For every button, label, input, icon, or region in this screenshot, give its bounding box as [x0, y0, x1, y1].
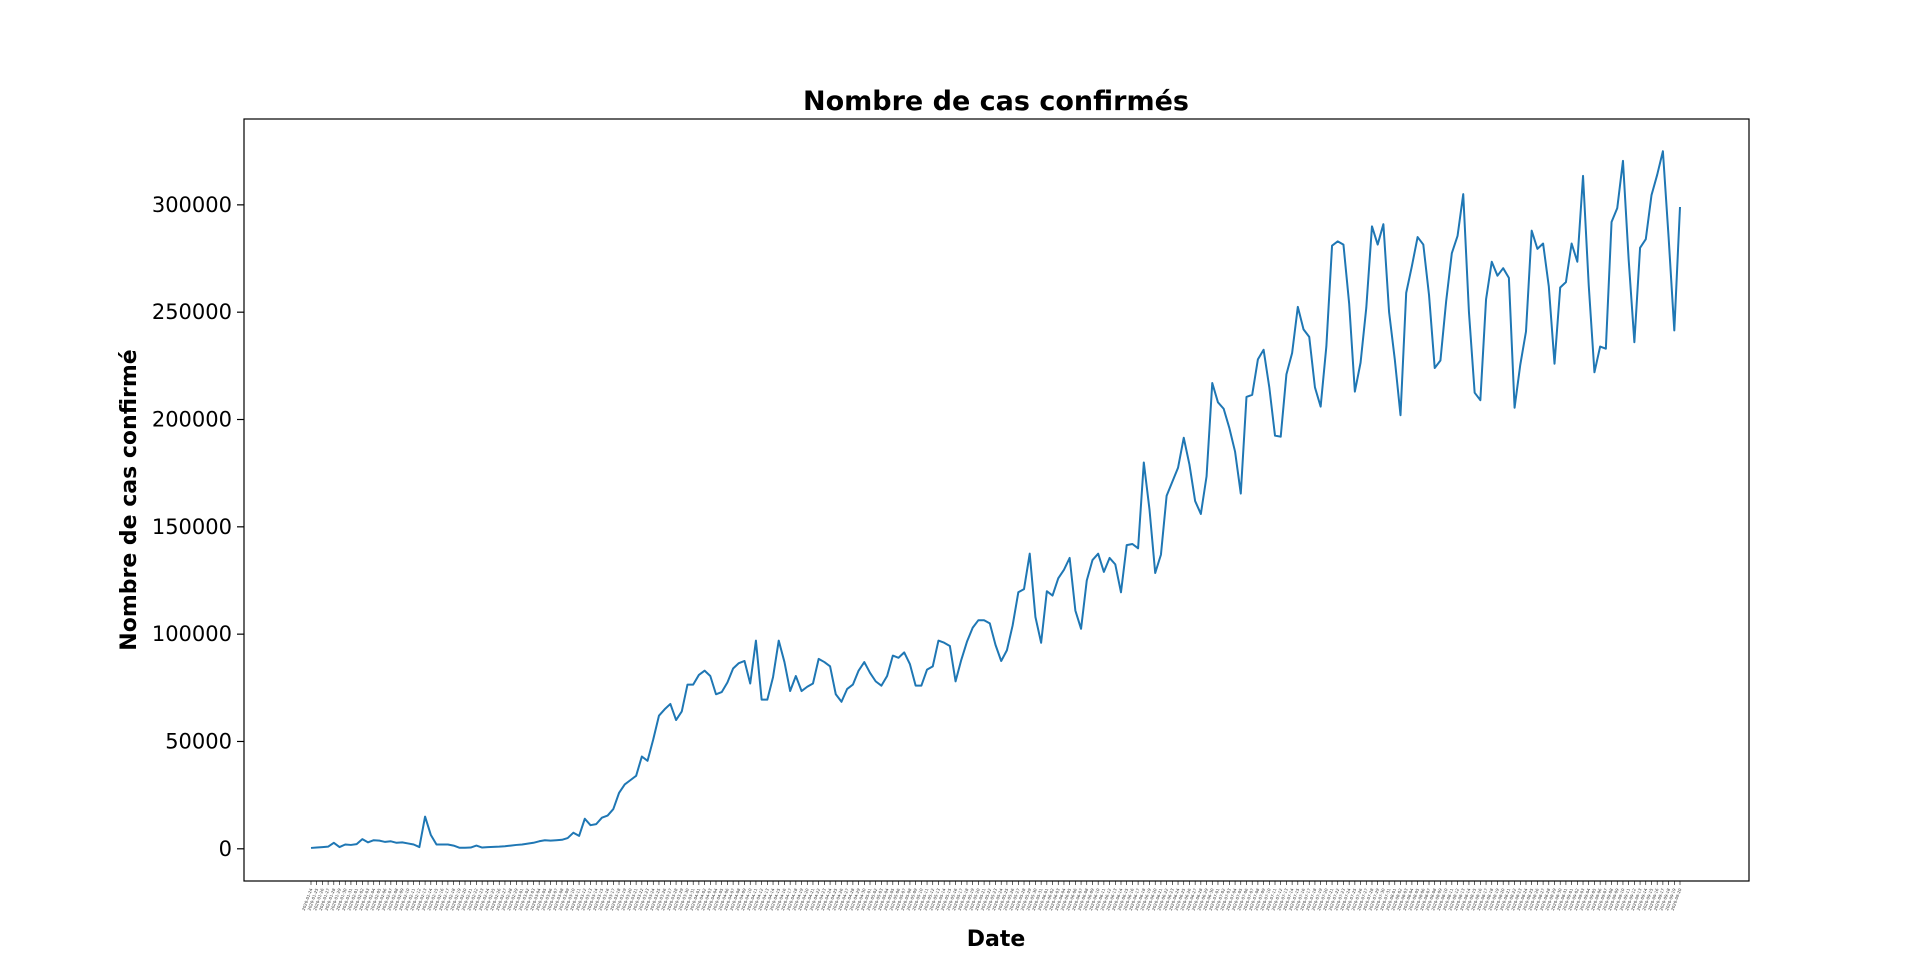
x-axis-ticks: 2020-01-242020-01-252020-01-262020-01-27… [301, 881, 1683, 911]
chart-title: Nombre de cas confirmés [803, 86, 1189, 117]
y-tick-label: 0 [219, 837, 232, 861]
y-tick-label: 300000 [152, 193, 232, 217]
y-axis-label: Nombre de cas confirmé [117, 349, 142, 650]
series-line [310, 150, 1681, 849]
plot-frame [243, 118, 1750, 882]
y-tick-label: 100000 [152, 622, 232, 646]
y-tick-label: 50000 [165, 729, 232, 753]
y-tick-label: 200000 [152, 408, 232, 432]
x-axis-label: Date [967, 927, 1026, 952]
y-tick-label: 150000 [152, 515, 232, 539]
y-axis-ticks: 0 50000 100000 150000 200000 250000 300000 [152, 193, 244, 861]
y-tick-label: 250000 [152, 300, 232, 324]
